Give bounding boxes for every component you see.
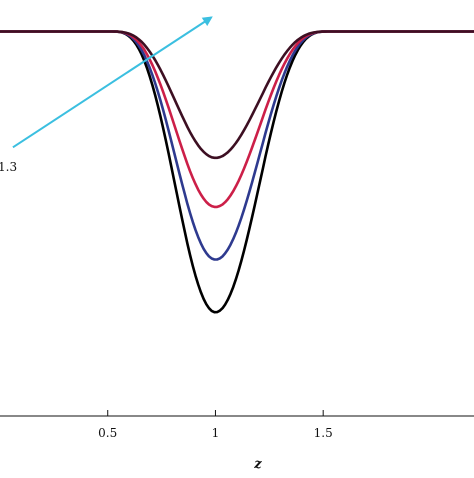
annotation-label: 1.3 [0, 160, 17, 174]
series-line-3 [0, 30, 474, 209]
x-axis-label: z [253, 457, 262, 472]
x-tick-label: 1.5 [314, 426, 333, 440]
x-ticks: 0.5 1 1.5 [98, 410, 333, 440]
annotation-arrow [12, 16, 213, 149]
x-tick-label: 1 [212, 426, 220, 440]
series-line-4 [0, 30, 474, 160]
series-layer [0, 30, 474, 314]
series-line-2 [0, 30, 474, 261]
x-tick-label: 0.5 [98, 426, 117, 440]
series-line-1 [0, 30, 474, 314]
